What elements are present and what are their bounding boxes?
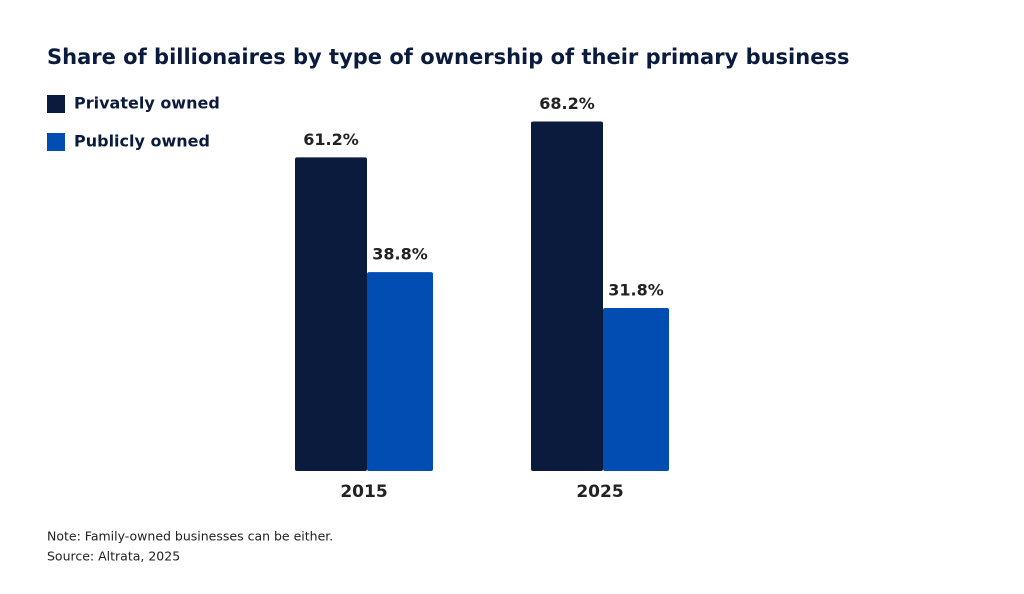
bar <box>603 308 669 471</box>
legend-swatch <box>47 95 65 113</box>
x-tick-label: 2025 <box>576 482 623 502</box>
bar <box>367 272 433 471</box>
legend-label: Privately owned <box>74 94 220 113</box>
value-label: 38.8% <box>372 245 428 264</box>
value-label: 31.8% <box>608 281 664 300</box>
bar <box>295 157 367 471</box>
value-label: 68.2% <box>539 94 595 113</box>
x-tick-label: 2015 <box>340 482 387 502</box>
value-label: 61.2% <box>303 130 359 149</box>
source: Source: Altrata, 2025 <box>47 549 180 564</box>
chart-title: Share of billionaires by type of ownersh… <box>47 45 849 69</box>
legend-label: Publicly owned <box>74 132 210 151</box>
bar <box>531 121 603 471</box>
legend-swatch <box>47 133 65 151</box>
note: Note: Family-owned businesses can be eit… <box>47 529 333 544</box>
